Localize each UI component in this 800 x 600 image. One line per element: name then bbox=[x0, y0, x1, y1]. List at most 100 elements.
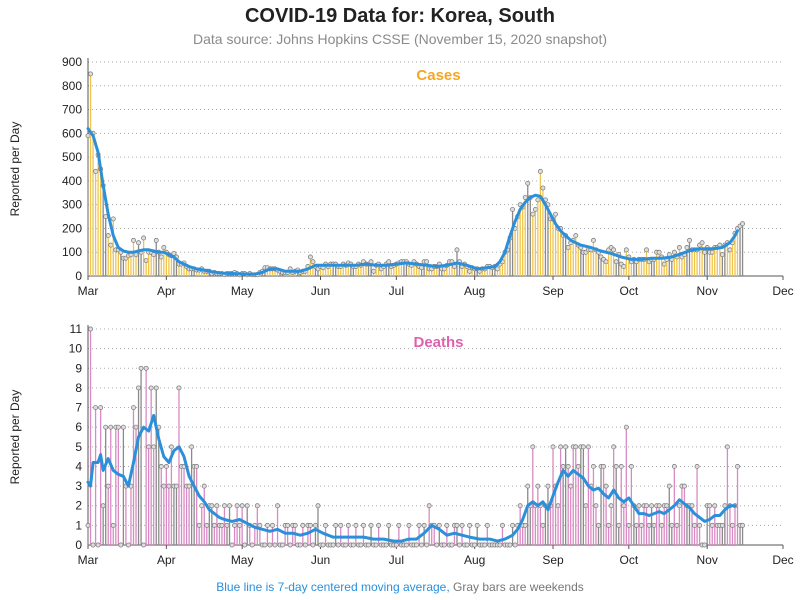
deaths-point bbox=[697, 522, 703, 528]
deaths-point bbox=[674, 522, 680, 528]
deaths-point bbox=[545, 483, 551, 489]
deaths-point bbox=[735, 464, 740, 469]
deaths-point bbox=[108, 424, 114, 430]
deaths-point bbox=[449, 542, 455, 548]
cases-y-tick-label: 500 bbox=[62, 150, 82, 164]
deaths-point bbox=[366, 542, 371, 548]
cases-x-tick-label: May bbox=[231, 284, 254, 298]
deaths-point bbox=[593, 503, 599, 509]
cases-point bbox=[676, 245, 682, 250]
deaths-y-tick-label: 2 bbox=[75, 499, 82, 513]
cases-y-axis-label: Reported per Day bbox=[8, 122, 22, 217]
deaths-point bbox=[161, 483, 167, 489]
deaths-point bbox=[267, 542, 273, 548]
deaths-point bbox=[234, 503, 240, 509]
cases-point bbox=[540, 185, 546, 191]
deaths-point bbox=[436, 522, 442, 528]
deaths-point bbox=[376, 522, 382, 528]
deaths-point bbox=[616, 522, 622, 528]
deaths-point bbox=[333, 522, 339, 528]
deaths-point bbox=[110, 522, 116, 528]
deaths-point bbox=[694, 464, 700, 469]
deaths-point bbox=[724, 444, 730, 450]
cases-point bbox=[141, 235, 147, 241]
deaths-x-tick-label: Oct bbox=[620, 553, 639, 567]
deaths-point bbox=[133, 424, 139, 430]
deaths-point bbox=[702, 542, 708, 548]
deaths-point bbox=[565, 464, 571, 469]
cases-y-tick-label: 600 bbox=[62, 126, 82, 140]
deaths-point bbox=[186, 483, 192, 489]
deaths-point bbox=[457, 542, 462, 548]
deaths-panel-title: Deaths bbox=[413, 334, 463, 351]
deaths-point bbox=[522, 522, 528, 528]
deaths-point bbox=[204, 522, 210, 528]
deaths-y-tick-label: 9 bbox=[75, 361, 82, 375]
deaths-point bbox=[292, 522, 298, 528]
cases-point bbox=[131, 237, 136, 243]
chart-subtitle: Data source: Johns Hopkins CSSE (Novembe… bbox=[193, 31, 607, 47]
deaths-point bbox=[287, 542, 293, 548]
deaths-y-tick-label: 10 bbox=[69, 342, 83, 356]
deaths-point bbox=[166, 483, 172, 489]
deaths-point bbox=[626, 522, 632, 528]
cases-point bbox=[153, 237, 159, 243]
cases-y-tick-label: 0 bbox=[75, 269, 82, 283]
deaths-point bbox=[596, 522, 601, 528]
deaths-point bbox=[482, 542, 488, 548]
cases-point bbox=[110, 216, 116, 222]
deaths-point bbox=[323, 522, 329, 528]
deaths-point bbox=[275, 503, 280, 509]
deaths-y-tick-label: 11 bbox=[70, 322, 83, 336]
deaths-y-tick-label: 6 bbox=[75, 420, 82, 434]
deaths-point bbox=[176, 385, 182, 391]
deaths-point bbox=[307, 522, 313, 528]
deaths-point bbox=[497, 542, 503, 548]
deaths-point bbox=[517, 503, 523, 509]
deaths-y-tick-label: 5 bbox=[75, 440, 82, 454]
deaths-point bbox=[671, 464, 677, 469]
deaths-point bbox=[141, 542, 147, 548]
deaths-y-tick-label: 0 bbox=[75, 538, 82, 552]
cases-point bbox=[161, 245, 167, 250]
deaths-point bbox=[656, 503, 662, 509]
deaths-point bbox=[540, 522, 546, 528]
deaths-x-tick-label: Dec bbox=[772, 553, 793, 567]
cases-point bbox=[93, 168, 99, 174]
deaths-point bbox=[730, 522, 735, 528]
deaths-point bbox=[601, 464, 607, 469]
cases-point bbox=[151, 252, 157, 258]
deaths-point bbox=[535, 483, 541, 489]
cases-point bbox=[611, 247, 617, 253]
deaths-point bbox=[603, 483, 609, 489]
cases-point bbox=[671, 249, 677, 255]
cases-point bbox=[687, 237, 692, 243]
cases-y-tick-label: 900 bbox=[62, 55, 82, 69]
cases-y-tick-label: 200 bbox=[62, 221, 82, 235]
deaths-point bbox=[393, 542, 399, 548]
deaths-point bbox=[623, 424, 629, 430]
deaths-point bbox=[242, 542, 248, 548]
cases-point bbox=[310, 259, 316, 265]
deaths-point bbox=[330, 542, 336, 548]
deaths-point bbox=[580, 444, 586, 450]
cases-point bbox=[603, 259, 609, 265]
cases-point bbox=[699, 240, 705, 246]
deaths-point bbox=[120, 424, 126, 430]
deaths-point bbox=[373, 542, 379, 548]
cases-point bbox=[591, 237, 596, 243]
deaths-point bbox=[93, 405, 99, 410]
deaths-point bbox=[136, 385, 141, 391]
deaths-point bbox=[300, 522, 306, 528]
deaths-point bbox=[613, 464, 619, 469]
deaths-point bbox=[560, 464, 566, 469]
cases-panel: 0 100 200 300 400 500 600 700 800 900 Mar Apr May Jun… bbox=[8, 55, 794, 298]
deaths-point bbox=[403, 542, 409, 548]
cases-point bbox=[530, 211, 536, 217]
cases-point bbox=[709, 249, 715, 255]
deaths-point bbox=[168, 444, 174, 450]
cases-x-tick-label: Jul bbox=[389, 284, 404, 298]
deaths-x-tick-label: Sep bbox=[542, 553, 564, 567]
deaths-point bbox=[464, 542, 470, 548]
deaths-point bbox=[628, 464, 634, 469]
